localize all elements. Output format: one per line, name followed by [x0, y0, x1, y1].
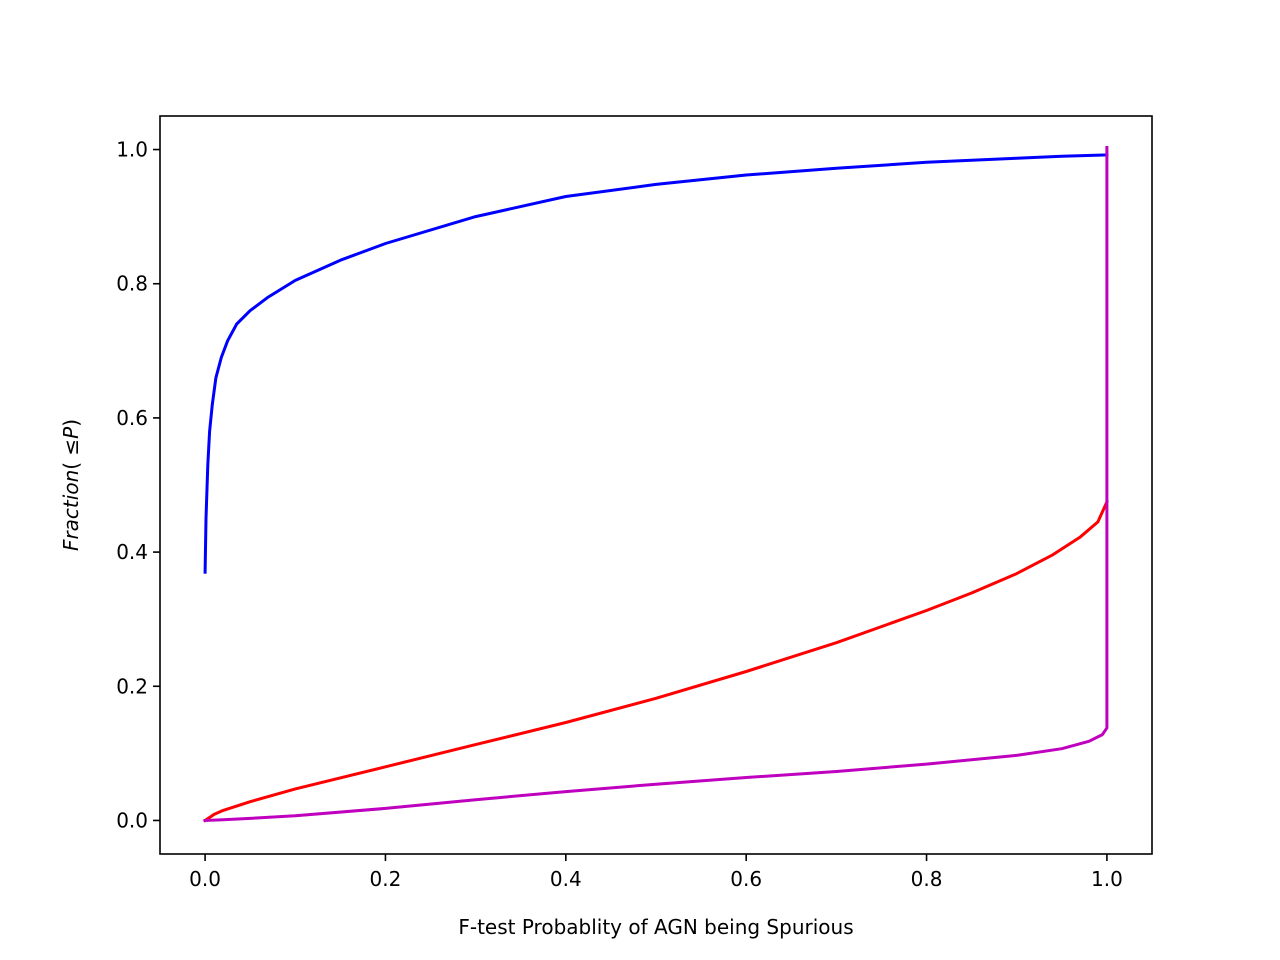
y-axis: 0.0 0.2 0.4 0.6 0.8 1.0: [116, 138, 160, 832]
y-tick-label: 0.4: [116, 540, 148, 564]
plot-frame: [159, 115, 1153, 855]
y-axis-label-close: ): [59, 419, 83, 427]
y-tick-label: 0.6: [116, 406, 148, 430]
x-tick-label: 0.0: [189, 867, 221, 891]
series-line-3: [203, 146, 1109, 823]
y-tick-label: 0.2: [116, 674, 148, 698]
y-axis-label: Fraction( ≤P): [59, 419, 83, 551]
y-axis-label-text: Fraction: [59, 470, 83, 551]
x-axis-label: F-test Probablity of AGN being Spurious: [458, 915, 853, 939]
x-tick-label: 0.2: [370, 867, 402, 891]
y-axis-label-open: (: [59, 456, 83, 470]
series-line-2: [203, 499, 1109, 823]
y-tick-label: 0.8: [116, 272, 148, 296]
y-axis-label-sym: ≤: [59, 439, 83, 456]
y-tick-label: 0.0: [116, 808, 148, 832]
x-tick-label: 0.4: [550, 867, 582, 891]
x-tick-label: 0.8: [911, 867, 943, 891]
y-tick-label: 1.0: [116, 138, 148, 162]
y-axis-label-var: P: [59, 426, 83, 439]
x-tick-label: 1.0: [1091, 867, 1123, 891]
x-tick-label: 0.6: [730, 867, 762, 891]
series-layer: [203, 146, 1109, 823]
x-axis: 0.0 0.2 0.4 0.6 0.8 1.0: [189, 854, 1123, 891]
series-line-1: [203, 153, 1109, 574]
